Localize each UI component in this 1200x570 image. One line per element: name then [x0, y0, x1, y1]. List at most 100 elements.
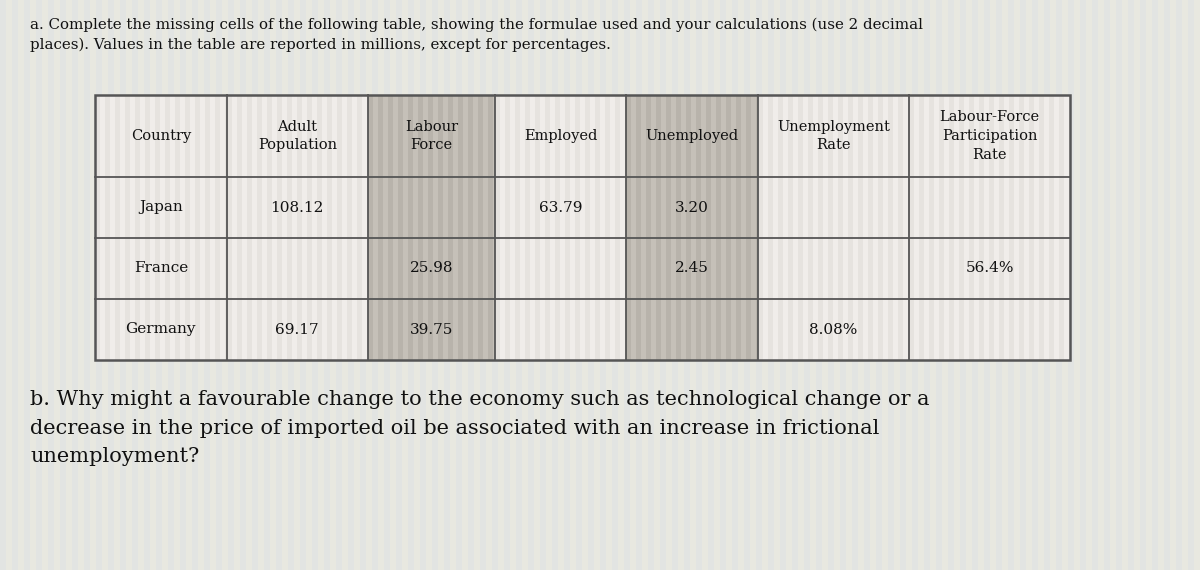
Bar: [878, 177, 883, 238]
Bar: [625, 299, 626, 360]
Bar: [1008, 0, 1014, 570]
Bar: [288, 0, 294, 570]
Bar: [524, 95, 529, 177]
Bar: [125, 299, 130, 360]
Bar: [575, 95, 580, 177]
Bar: [756, 177, 758, 238]
Bar: [636, 95, 641, 177]
Bar: [656, 299, 661, 360]
Bar: [194, 95, 200, 177]
Bar: [388, 177, 394, 238]
Bar: [878, 238, 883, 299]
Bar: [696, 95, 701, 177]
Bar: [368, 238, 373, 299]
Bar: [106, 95, 110, 177]
Bar: [545, 299, 550, 360]
Bar: [808, 299, 814, 360]
Bar: [626, 95, 631, 177]
Bar: [264, 0, 270, 570]
Bar: [1140, 0, 1146, 570]
Bar: [257, 177, 262, 238]
Bar: [1092, 0, 1098, 570]
Bar: [758, 95, 910, 177]
Bar: [348, 0, 354, 570]
Bar: [458, 238, 463, 299]
Bar: [726, 177, 731, 238]
Bar: [816, 0, 822, 570]
Bar: [575, 238, 580, 299]
Bar: [898, 238, 904, 299]
Bar: [1104, 0, 1110, 570]
Bar: [565, 299, 570, 360]
Bar: [868, 299, 874, 360]
Bar: [1000, 299, 1004, 360]
Bar: [1116, 0, 1122, 570]
Bar: [326, 95, 331, 177]
Text: b. Why might a favourable change to the economy such as technological change or : b. Why might a favourable change to the …: [30, 390, 930, 466]
Text: Japan: Japan: [139, 201, 182, 214]
Bar: [535, 299, 540, 360]
Bar: [1060, 299, 1064, 360]
Bar: [959, 238, 964, 299]
Bar: [337, 238, 342, 299]
Bar: [780, 0, 786, 570]
Bar: [336, 0, 342, 570]
Bar: [878, 299, 883, 360]
Bar: [368, 95, 494, 177]
Bar: [808, 95, 814, 177]
Text: Unemployment
Rate: Unemployment Rate: [778, 120, 890, 153]
Bar: [648, 0, 654, 570]
Bar: [778, 95, 784, 177]
Bar: [979, 177, 984, 238]
Bar: [848, 177, 853, 238]
Bar: [1060, 238, 1064, 299]
Bar: [948, 0, 954, 570]
Bar: [227, 95, 232, 177]
Bar: [647, 299, 652, 360]
Bar: [756, 0, 762, 570]
Bar: [368, 177, 494, 238]
Bar: [277, 299, 282, 360]
Bar: [919, 238, 924, 299]
Bar: [516, 0, 522, 570]
Text: Germany: Germany: [126, 323, 196, 336]
Bar: [888, 299, 893, 360]
Bar: [378, 299, 383, 360]
Text: France: France: [133, 262, 188, 275]
Bar: [227, 177, 232, 238]
Bar: [194, 238, 200, 299]
Bar: [898, 177, 904, 238]
Bar: [494, 238, 499, 299]
Bar: [494, 95, 626, 177]
Bar: [95, 177, 100, 238]
Text: Labour-Force
Participation
Rate: Labour-Force Participation Rate: [940, 110, 1039, 162]
Bar: [614, 299, 619, 360]
Bar: [494, 299, 499, 360]
Bar: [1009, 299, 1014, 360]
Bar: [1000, 177, 1004, 238]
Bar: [277, 95, 282, 177]
Bar: [858, 95, 863, 177]
Bar: [236, 95, 241, 177]
Bar: [368, 299, 494, 360]
Bar: [115, 238, 120, 299]
Bar: [145, 238, 150, 299]
Bar: [478, 95, 482, 177]
Bar: [552, 0, 558, 570]
Text: 2.45: 2.45: [676, 262, 709, 275]
Bar: [458, 299, 463, 360]
Bar: [746, 299, 751, 360]
Bar: [595, 299, 600, 360]
Bar: [696, 238, 701, 299]
Bar: [919, 95, 924, 177]
Bar: [726, 299, 731, 360]
Bar: [626, 95, 758, 177]
Bar: [989, 95, 994, 177]
Text: Country: Country: [131, 129, 191, 143]
Bar: [95, 95, 100, 177]
Bar: [72, 0, 78, 570]
Bar: [949, 238, 954, 299]
Bar: [1019, 177, 1024, 238]
Bar: [418, 299, 424, 360]
Bar: [666, 177, 671, 238]
